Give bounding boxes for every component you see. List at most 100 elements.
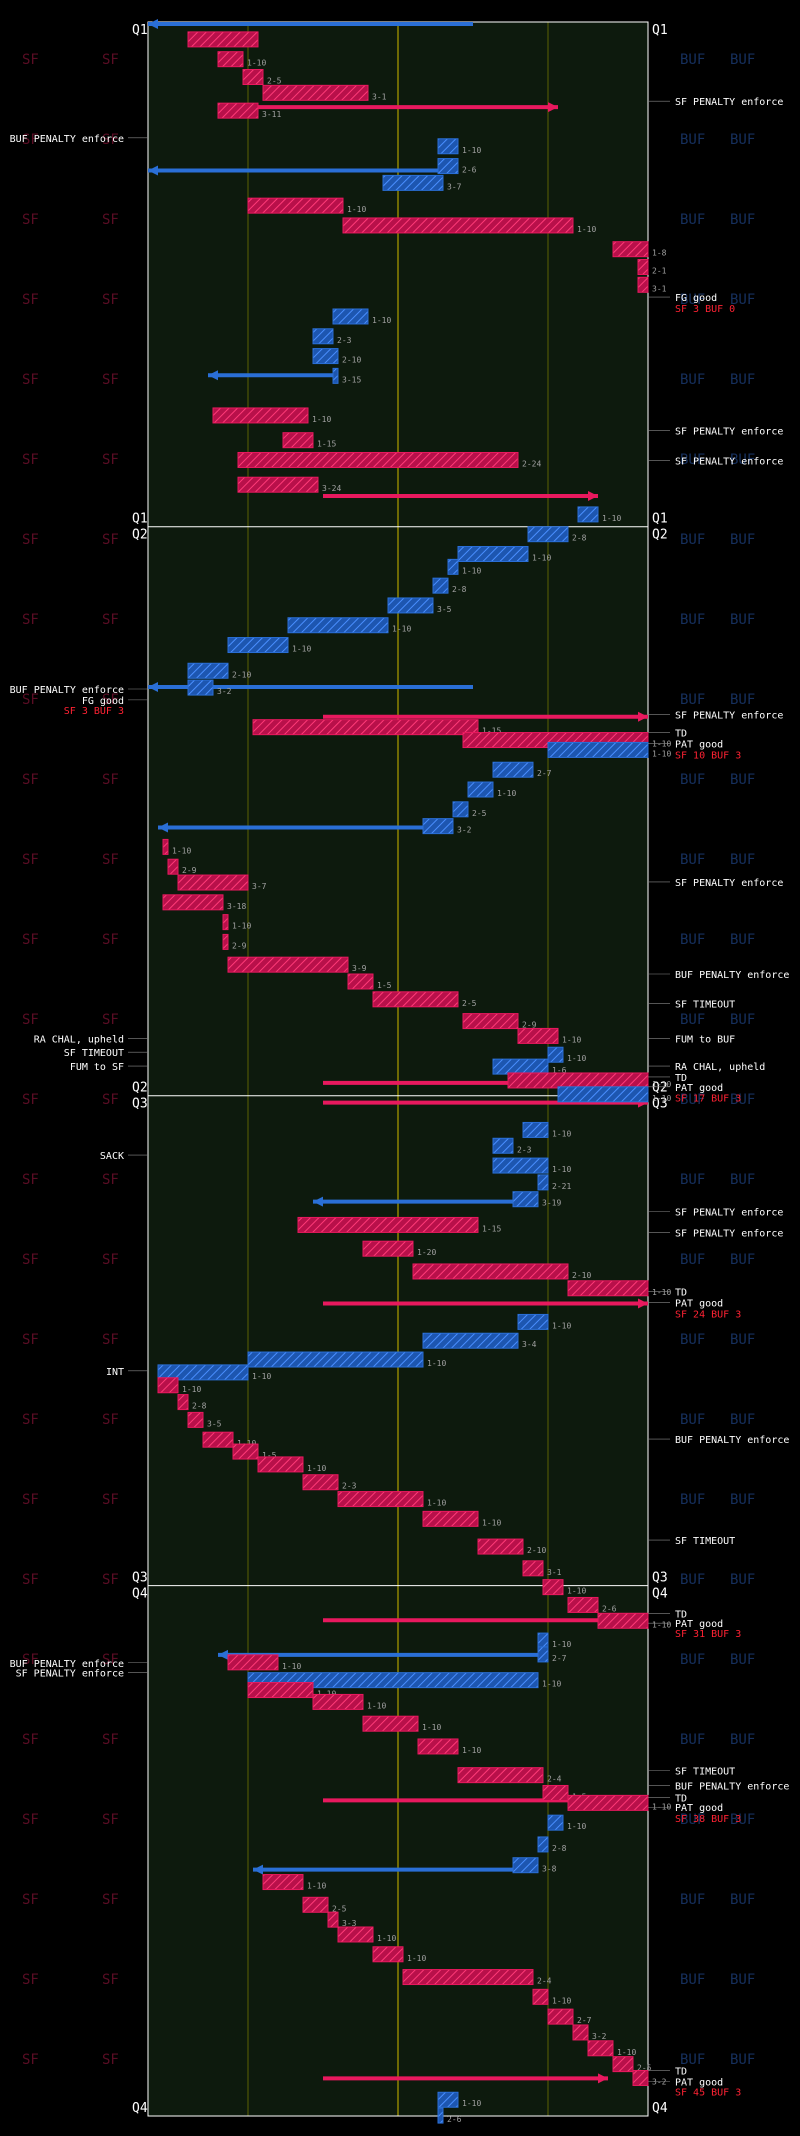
play-bar (337, 1491, 424, 1508)
note-label: BUF PENALTY enforce (10, 1659, 124, 1670)
watermark-sf: SF (22, 452, 39, 468)
watermark-sf: SF (102, 52, 119, 68)
score-label: SF 45 BUF 3 (675, 2087, 741, 2098)
quarter-label: Q4 (132, 1587, 148, 1602)
down-distance-label: 1-10 (377, 1934, 396, 1943)
down-distance-label: 1-10 (652, 1802, 671, 1811)
down-distance-label: 3-5 (437, 605, 452, 614)
down-distance-label: 1-10 (252, 1372, 271, 1381)
quarter-label: Q2 (652, 1081, 668, 1096)
note-label: PAT good (675, 2077, 723, 2088)
watermark-sf: SF (102, 1652, 119, 1668)
down-distance-label: 2-6 (602, 1604, 617, 1613)
down-distance-label: 3-19 (542, 1199, 561, 1208)
play-bar (457, 545, 529, 562)
watermark-sf: SF (22, 52, 39, 68)
watermark-sf: SF (102, 1012, 119, 1028)
note-label: FG good (82, 696, 124, 707)
play-bar (177, 874, 249, 891)
watermark-sf: SF (22, 532, 39, 548)
down-distance-label: 1-10 (602, 514, 621, 523)
watermark-buf: BUF (730, 1412, 755, 1428)
watermark-layer: SF SF BUF BUF SF SF BUF BUF SF SF BUF BUF SF SF BUF BUF… (22, 52, 755, 2068)
watermark-sf: SF (22, 1972, 39, 1988)
watermark-buf: BUF (730, 1972, 755, 1988)
play-bar (597, 1612, 649, 1629)
down-distance-label: 2-6 (462, 166, 477, 175)
play-bar (512, 1191, 539, 1208)
down-distance-label: 3-24 (322, 484, 341, 493)
watermark-buf: BUF (730, 1812, 755, 1828)
play-bar (362, 1715, 419, 1732)
down-distance-label: 1-10 (552, 1640, 571, 1649)
quarter-label: Q4 (132, 2101, 148, 2116)
note-label: SF PENALTY enforce (675, 1208, 783, 1219)
watermark-buf: BUF (730, 852, 755, 868)
play-bar (527, 526, 569, 543)
watermark-sf: SF (102, 932, 119, 948)
down-distance-label: 2-3 (517, 1145, 532, 1154)
play-bar (187, 662, 229, 679)
play-bar (187, 31, 259, 48)
play-bar (312, 1693, 364, 1710)
note-label: RA CHAL, upheld (675, 1062, 765, 1073)
down-distance-label: 1-10 (652, 1080, 671, 1089)
down-distance-label: 1-10 (562, 1035, 581, 1044)
watermark-buf: BUF (730, 612, 755, 628)
note-label: SF PENALTY enforce (675, 456, 783, 467)
play-bar (522, 1121, 549, 1138)
kick-arrow (313, 1196, 323, 1207)
score-label: SF 3 BUF 0 (675, 304, 735, 315)
play-bar (537, 1646, 549, 1663)
watermark-buf: BUF (680, 612, 705, 628)
play-bar (327, 1911, 339, 1928)
down-distance-label: 2-8 (552, 1844, 567, 1853)
play-bar (537, 1174, 549, 1191)
watermark-sf: SF (22, 1092, 39, 1108)
watermark-sf: SF (102, 292, 119, 308)
down-distance-label: 1-10 (422, 1723, 441, 1732)
quarter-label: Q1 (132, 23, 148, 38)
down-distance-label: 3-3 (342, 1919, 357, 1928)
down-distance-label: 2-8 (192, 1402, 207, 1411)
down-distance-label: 1-10 (552, 1165, 571, 1174)
play-bar (637, 259, 649, 276)
watermark-sf: SF (102, 612, 119, 628)
play-bar (532, 1988, 549, 2005)
watermark-sf: SF (102, 372, 119, 388)
down-distance-label: 2-1 (652, 267, 667, 276)
note-label: TD (675, 1073, 687, 1084)
play-bar (372, 1946, 404, 1963)
watermark-sf: SF (22, 1412, 39, 1428)
watermark-sf: SF (102, 1412, 119, 1428)
down-distance-label: 1-10 (542, 1680, 561, 1689)
note-label: SACK (100, 1151, 124, 1162)
kick-arrow (548, 102, 558, 113)
down-distance-label: 2-4 (537, 1977, 552, 1986)
play-bar (542, 1784, 569, 1801)
play-bar (572, 2024, 589, 2041)
watermark-buf: BUF (730, 1172, 755, 1188)
watermark-buf: BUF (680, 1412, 705, 1428)
note-label: SF TIMEOUT (675, 1000, 735, 1011)
play-bar (227, 1654, 279, 1671)
watermark-buf: BUF (680, 1972, 705, 1988)
score-label: SF 38 BUF 3 (675, 1814, 741, 1825)
down-distance-label: 2-7 (552, 1654, 567, 1663)
play-bar (422, 818, 454, 835)
watermark-sf: SF (22, 772, 39, 788)
play-bar (162, 838, 169, 855)
play-bar (332, 367, 339, 384)
play-bar (227, 637, 289, 654)
kick-arrow (638, 1298, 648, 1309)
play-bar (557, 1086, 649, 1103)
play-bar (302, 1474, 339, 1491)
play-bar (492, 761, 534, 778)
watermark-buf: BUF (730, 692, 755, 708)
play-bar (262, 1874, 304, 1891)
down-distance-label: 2-8 (572, 534, 587, 543)
down-distance-label: 1-10 (462, 1746, 481, 1755)
score-label: SF 10 BUF 3 (675, 750, 741, 761)
watermark-buf: BUF (730, 772, 755, 788)
watermark-buf: BUF (730, 1892, 755, 1908)
